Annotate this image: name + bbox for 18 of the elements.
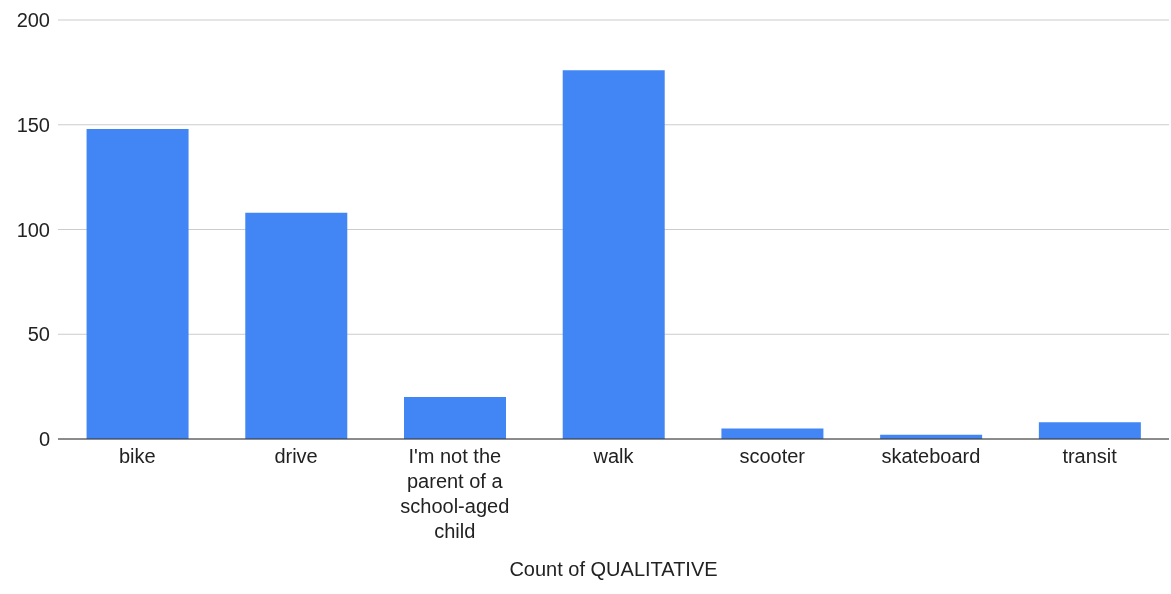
y-tick-label: 200 bbox=[16, 9, 50, 32]
y-tick-label: 0 bbox=[38, 428, 50, 451]
bar bbox=[1038, 422, 1141, 439]
y-tick-label: 100 bbox=[16, 218, 50, 241]
bar bbox=[404, 397, 506, 439]
x-tick-label: transit bbox=[1062, 445, 1118, 467]
bar bbox=[562, 70, 665, 439]
x-tick-label: bike bbox=[119, 445, 156, 467]
x-tick-label: walk bbox=[592, 445, 635, 467]
x-tick-label: drive bbox=[274, 445, 318, 467]
x-tick-label: I'm not the parent of a school-aged child bbox=[400, 445, 510, 542]
bar bbox=[245, 212, 348, 439]
y-tick-label: 50 bbox=[27, 323, 50, 346]
x-axis-title: Count of QUALITATIVE bbox=[509, 558, 718, 580]
bar bbox=[86, 128, 189, 439]
x-tick-label: skateboard bbox=[881, 445, 981, 467]
y-tick-label: 150 bbox=[16, 113, 50, 136]
x-tick-label: scooter bbox=[739, 445, 806, 467]
